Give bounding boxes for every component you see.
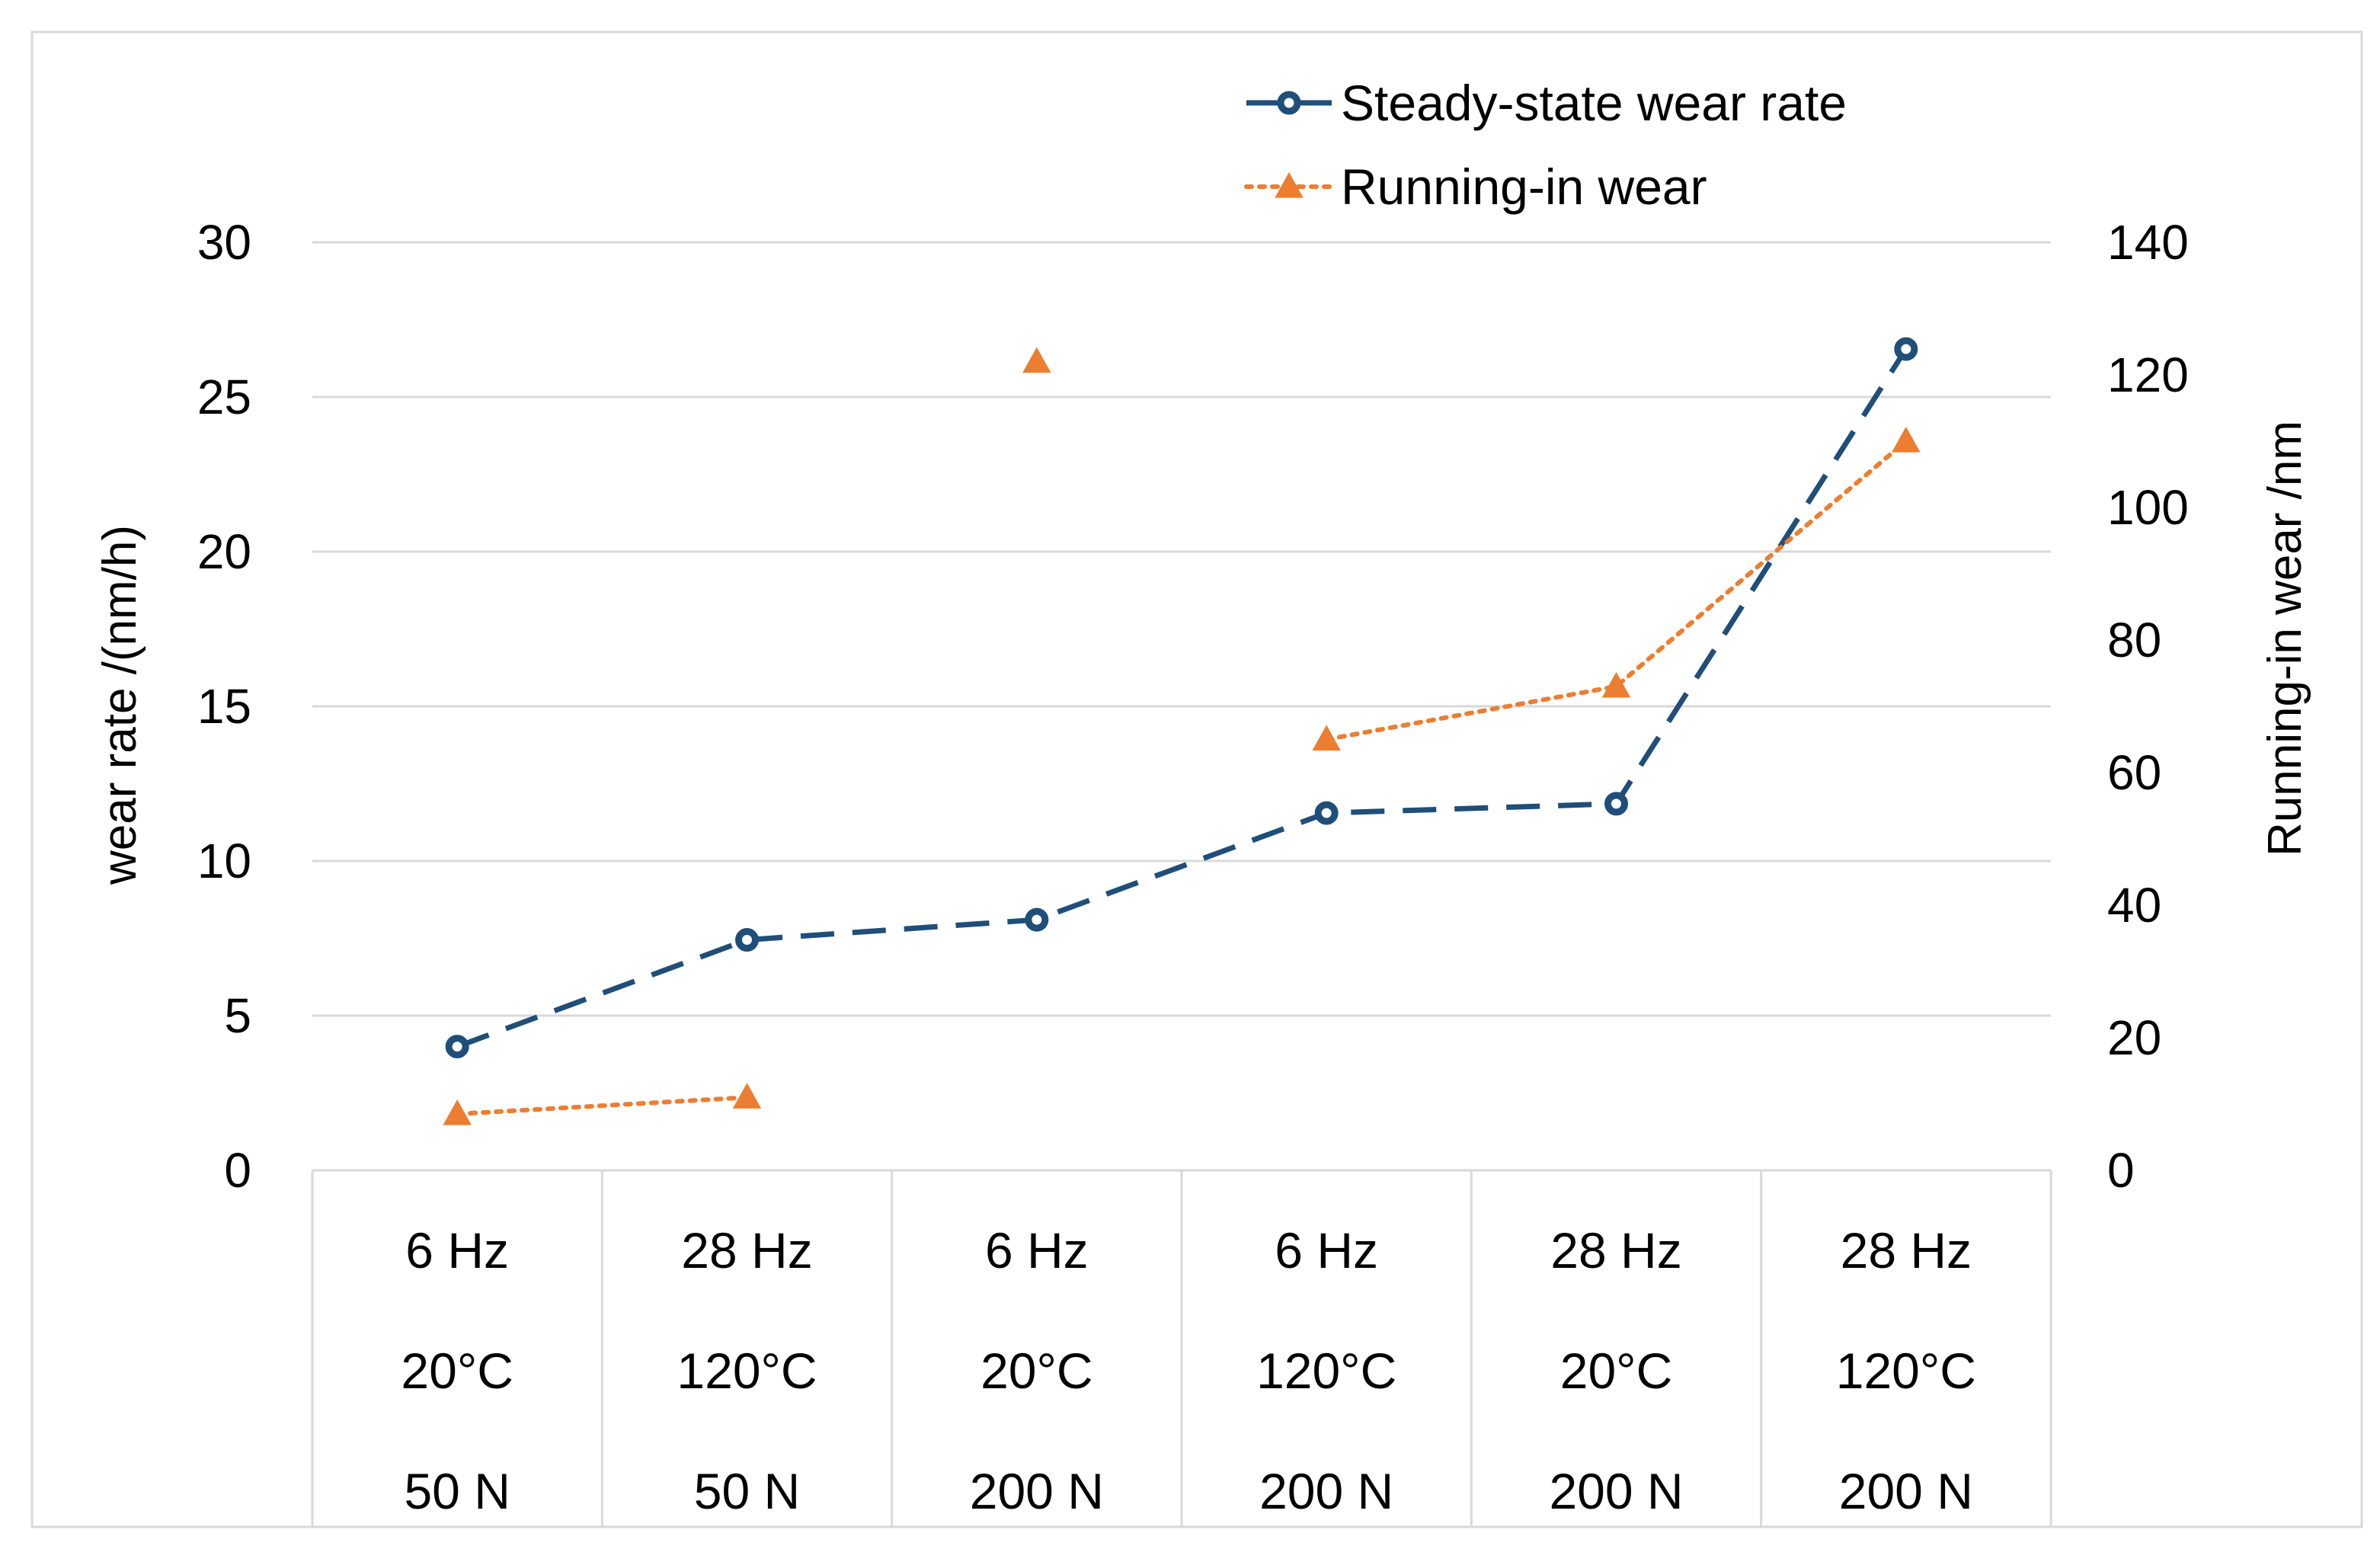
right-axis-ticks: 0 20 40 60 80 100 120 140 (2107, 215, 2189, 1198)
left-tick-label: 30 (197, 215, 251, 270)
data-point (443, 1099, 472, 1125)
category-label: 20°C (401, 1343, 513, 1399)
right-tick-label: 80 (2107, 613, 2161, 667)
category-label: 6 Hz (1275, 1222, 1378, 1279)
gridlines (312, 241, 2051, 1017)
right-tick-label: 100 (2107, 480, 2189, 535)
right-tick-label: 20 (2107, 1010, 2161, 1065)
category-label: 6 Hz (985, 1222, 1089, 1279)
data-point (1314, 801, 1339, 825)
data-point (1894, 337, 1918, 361)
data-point (1025, 907, 1049, 932)
category-label: 20°C (980, 1343, 1092, 1399)
legend: Steady-state wear rate Running-in wear (1244, 75, 1847, 215)
category-label: 50 N (404, 1463, 510, 1519)
data-point (1604, 792, 1628, 816)
right-tick-label: 0 (2107, 1143, 2135, 1198)
category-label: 28 Hz (1550, 1222, 1681, 1279)
category-label: 20°C (1560, 1343, 1672, 1399)
category-label: 200 N (1549, 1463, 1683, 1519)
data-point (1892, 426, 1921, 453)
left-axis-ticks: 0 5 10 15 20 25 30 (197, 215, 251, 1198)
category-label: 120°C (1256, 1343, 1396, 1399)
left-tick-label: 20 (197, 524, 251, 579)
right-tick-label: 120 (2107, 347, 2189, 402)
legend-label: Running-in wear (1341, 158, 1707, 215)
right-tick-label: 40 (2107, 878, 2161, 933)
category-label: 28 Hz (681, 1222, 812, 1279)
category-label: 120°C (1836, 1343, 1976, 1399)
data-point (1275, 171, 1304, 198)
category-label: 200 N (1259, 1463, 1393, 1519)
data-point (1312, 725, 1341, 751)
category-label: 6 Hz (405, 1222, 509, 1279)
data-point (732, 1083, 762, 1109)
series-line (1324, 439, 1908, 742)
data-point (445, 1035, 469, 1059)
right-tick-label: 140 (2107, 215, 2189, 270)
chart-border (30, 30, 2363, 1528)
left-tick-label: 15 (197, 679, 251, 734)
data-point (1601, 671, 1631, 698)
right-tick-label: 60 (2107, 745, 2161, 800)
category-table: 6 Hz 20°C 50 N 28 Hz 120°C 50 N 6 Hz 20°C 200 N 6… (311, 1169, 2052, 1527)
data-point (735, 928, 759, 952)
right-axis-title: Running-in wear /nm (2259, 421, 2311, 856)
data-point (1277, 91, 1301, 115)
left-tick-label: 5 (224, 988, 251, 1043)
legend-label: Steady-state wear rate (1341, 75, 1847, 131)
left-tick-label: 10 (197, 834, 251, 888)
series-line (456, 347, 1908, 1049)
left-tick-label: 25 (197, 370, 251, 424)
category-label: 28 Hz (1841, 1222, 1972, 1279)
series-markers (443, 337, 1921, 1125)
series-lines (455, 347, 1908, 1117)
category-label: 200 N (1839, 1463, 1973, 1519)
data-point (1022, 347, 1051, 373)
category-label: 120°C (677, 1343, 817, 1399)
category-label: 200 N (970, 1463, 1104, 1519)
left-axis-title: wear rate /(nm/h) (94, 525, 146, 885)
series-line (455, 1095, 750, 1117)
category-label: 50 N (694, 1463, 800, 1519)
left-tick-label: 0 (224, 1143, 251, 1198)
